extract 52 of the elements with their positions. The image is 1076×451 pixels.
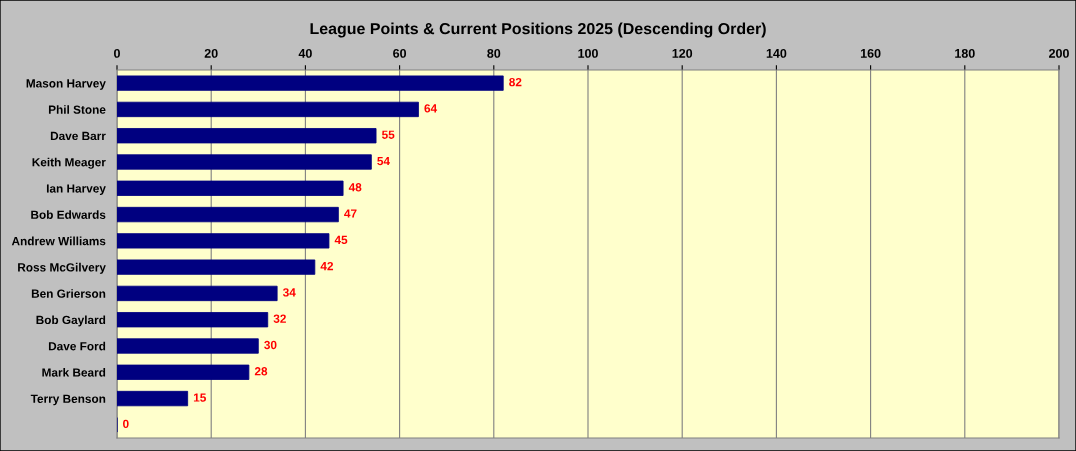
y-tick-label: Ian Harvey: [46, 184, 106, 196]
data-label: 32: [273, 314, 286, 323]
x-tick-label: 120: [672, 48, 693, 58]
bar: [117, 285, 278, 302]
bar: [117, 75, 504, 91]
y-tick-label: Ross McGilvery: [18, 262, 106, 274]
y-tick-label: Ben Grierson: [31, 289, 106, 298]
x-tick-label: 60: [393, 48, 407, 58]
data-label: 47: [344, 209, 357, 218]
data-label: 34: [282, 288, 296, 297]
x-tick-label: 0: [114, 48, 120, 58]
data-label: 45: [334, 235, 348, 245]
data-label: 48: [348, 183, 362, 192]
x-tick-label: 160: [860, 48, 881, 58]
y-tick-label: Bob Gaylard: [36, 315, 106, 327]
x-tick-label: 20: [204, 48, 218, 58]
bar: [117, 128, 377, 144]
bar: [117, 390, 189, 407]
data-label: 15: [193, 393, 207, 402]
x-tick-label: 140: [766, 48, 787, 58]
bar: [117, 206, 339, 223]
data-label: 0: [123, 419, 129, 429]
x-tick-label: 100: [578, 48, 598, 58]
x-tick-label: 180: [955, 48, 975, 58]
bar: [117, 180, 344, 196]
bar: [117, 338, 259, 354]
y-tick-label: Mason Harvey: [26, 79, 106, 90]
chart-title: League Points & Current Positions 2025 (Descending Order): [310, 22, 766, 38]
data-label: 55: [381, 130, 395, 139]
y-tick-label: Keith Meager: [32, 157, 106, 169]
data-label: 30: [264, 340, 277, 350]
bar: [117, 364, 250, 380]
y-tick-label: Phil Stone: [48, 105, 106, 114]
bar: [117, 233, 330, 249]
y-tick-label: Bob Edwards: [31, 210, 106, 219]
x-tick-label: 80: [487, 48, 501, 58]
y-tick-label: Dave Barr: [50, 131, 106, 141]
y-tick-label: Andrew Williams: [11, 236, 106, 246]
bar: [117, 312, 269, 328]
y-tick-label: Terry Benson: [30, 394, 106, 406]
bar: [117, 259, 316, 275]
data-label: 82: [509, 77, 522, 87]
data-label: 64: [424, 104, 438, 113]
y-tick-label: Mark Beard: [42, 368, 106, 377]
data-label: 42: [320, 261, 334, 271]
x-tick-label: 200: [1049, 48, 1069, 58]
data-label: 28: [254, 367, 268, 376]
x-tick-label: 40: [298, 48, 312, 58]
bar: [117, 101, 419, 118]
bar: [117, 154, 372, 170]
data-label: 54: [377, 156, 390, 166]
y-tick-label: Dave Ford: [48, 341, 106, 351]
